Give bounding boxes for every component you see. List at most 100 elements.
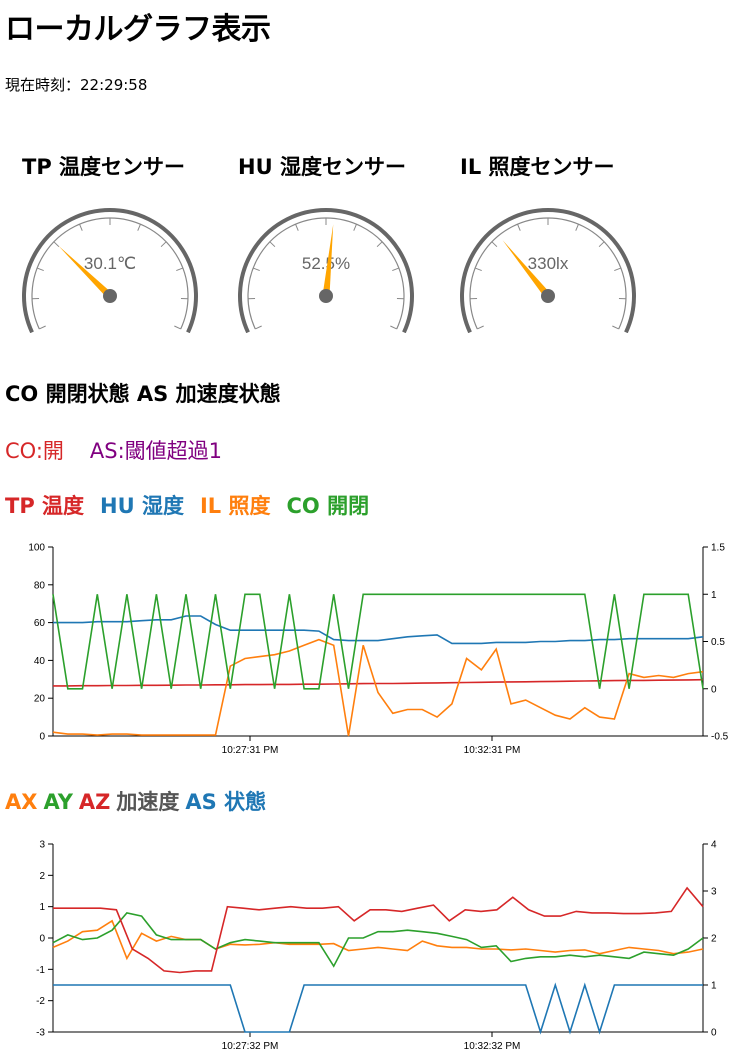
- y-left-tick-label: 3: [39, 840, 45, 851]
- series-line-0: [53, 678, 704, 687]
- gauge-tp: 30.1℃: [22, 208, 198, 333]
- x-tick-label: 10:32:32 PM: [464, 1041, 521, 1052]
- y-right-tick-label: 0: [711, 1028, 717, 1039]
- chart2-legend: AX AY AZ 加速度 AS 状態: [5, 786, 272, 816]
- series-line-0: [52, 919, 704, 961]
- gauge-tick: [353, 224, 357, 231]
- current-time: 現在時刻：22:29:58: [5, 74, 147, 95]
- gauge-tick: [174, 325, 181, 330]
- gauge-il: 330lx: [460, 208, 636, 333]
- gauge-outer-arc: [238, 208, 414, 333]
- gauge-tick: [53, 241, 60, 248]
- gauge-inner-arc: [31, 217, 189, 330]
- y-left-tick-label: 20: [34, 694, 46, 705]
- gauge-value-label: 330lx: [528, 254, 569, 273]
- x-tick-label: 10:27:32 PM: [222, 1041, 279, 1052]
- y-left-tick-label: 0: [39, 732, 45, 743]
- gauge-tick: [253, 267, 260, 272]
- gauge-tick: [39, 325, 46, 330]
- gauge-tick: [376, 241, 383, 248]
- y-left-tick-label: 100: [28, 543, 45, 554]
- legend-b-1: AY: [43, 790, 73, 814]
- gauge-needle: [502, 240, 551, 299]
- gauge-value-label: 52.5%: [302, 254, 350, 273]
- status-line: CO:開 AS:閾値超過1: [5, 435, 248, 465]
- gauge-tick: [575, 224, 579, 231]
- gauge-tick: [517, 224, 521, 231]
- legend-b-0: AX: [5, 790, 38, 814]
- gauge-hub: [541, 289, 555, 303]
- gauge-tick: [137, 224, 141, 231]
- y-right-tick-label: 4: [711, 840, 717, 851]
- gauge-needle: [322, 224, 334, 297]
- gauge-outer-arc: [460, 208, 636, 333]
- y-left-tick-label: 1: [39, 902, 45, 913]
- y-left-tick-label: -1: [36, 965, 45, 976]
- gauge-tick: [255, 325, 262, 330]
- status-heading: CO 開閉状態 AS 加速度状態: [5, 382, 281, 406]
- gauge-tick: [491, 241, 498, 248]
- gauge-tick: [612, 325, 619, 330]
- y-left-tick-label: 60: [34, 618, 46, 629]
- gauge-tick: [392, 267, 399, 272]
- y-right-tick-label: 0.5: [711, 637, 725, 648]
- gauge-tick: [475, 267, 482, 272]
- y-right-tick-label: 3: [711, 887, 717, 898]
- legend-a-1: HU 湿度: [100, 494, 184, 518]
- y-right-tick-label: 1: [711, 981, 717, 992]
- gauge-tick: [295, 224, 299, 231]
- legend-b-4: AS 状態: [185, 790, 267, 814]
- gauge-tick: [269, 241, 276, 248]
- legend-a-3: CO 開閉: [286, 494, 370, 518]
- gauge-tick: [79, 224, 83, 231]
- clock-label: 現在時刻：: [5, 76, 81, 94]
- legend-b-3: 加速度: [116, 790, 180, 814]
- as-status: AS:閾値超過1: [89, 439, 223, 463]
- gauge-hu: 52.5%: [238, 208, 414, 333]
- y-left-tick-label: 2: [39, 871, 45, 882]
- y-left-tick-label: 40: [34, 656, 46, 667]
- gauge-inner-arc: [469, 217, 627, 330]
- gauge-needle: [58, 245, 113, 299]
- page-title: ローカルグラフ表示: [5, 12, 271, 47]
- gauge-outer-arc: [22, 208, 198, 333]
- y-left-tick-label: 0: [39, 934, 45, 945]
- gauge-value-label: 30.1℃: [84, 254, 136, 273]
- y-left-tick-label: 80: [34, 580, 46, 591]
- gauge-tick: [176, 267, 183, 272]
- y-right-tick-label: -0.5: [711, 732, 729, 743]
- sensor-line-chart: 0 20 40 60 80 100 -0.5 0 0.5 1 1.5 10:27:31 PM 10:32…: [28, 543, 729, 757]
- series-line-1: [53, 615, 704, 645]
- x-tick-label: 10:32:31 PM: [464, 745, 521, 756]
- y-left-tick-label: -3: [36, 1028, 45, 1039]
- series-line-2: [53, 886, 704, 974]
- y-right-tick-label: 2: [711, 934, 717, 945]
- gauge-hub: [319, 289, 333, 303]
- gauge-title-il: IL 照度センサー: [460, 155, 615, 179]
- gauge-tick: [477, 325, 484, 330]
- legend-a-0: TP 温度: [5, 494, 85, 518]
- gauge-tick: [598, 241, 605, 248]
- series-line-3: [52, 593, 704, 690]
- gauge-tick: [614, 267, 621, 272]
- acceleration-line-chart: -3 -2 -1 0 1 2 3 0 1 2 3 4 10:27:32 PM 10:32:32 PM: [36, 840, 717, 1053]
- chart1-legend: TP 温度 HU 湿度 IL 照度 CO 開閉: [5, 490, 385, 520]
- gauge-tick: [390, 325, 397, 330]
- clock-value: 22:29:58: [80, 76, 148, 94]
- x-tick-label: 10:27:31 PM: [222, 745, 279, 756]
- co-status: CO:開: [5, 439, 64, 463]
- gauge-tick: [37, 267, 44, 272]
- y-right-tick-label: 1: [711, 590, 717, 601]
- gauge-tick: [160, 241, 167, 248]
- y-right-tick-label: 0: [711, 684, 717, 695]
- y-right-tick-label: 1.5: [711, 543, 725, 554]
- series-line-3: [53, 982, 703, 1035]
- legend-b-2: AZ: [78, 790, 111, 814]
- gauge-title-hu: HU 湿度センサー: [238, 155, 406, 179]
- series-line-1: [52, 912, 704, 968]
- y-left-tick-label: -2: [36, 996, 45, 1007]
- gauge-hub: [103, 289, 117, 303]
- gauge-title-tp: TP 温度センサー: [22, 155, 186, 179]
- series-line-2: [52, 638, 704, 737]
- legend-a-2: IL 照度: [199, 494, 271, 518]
